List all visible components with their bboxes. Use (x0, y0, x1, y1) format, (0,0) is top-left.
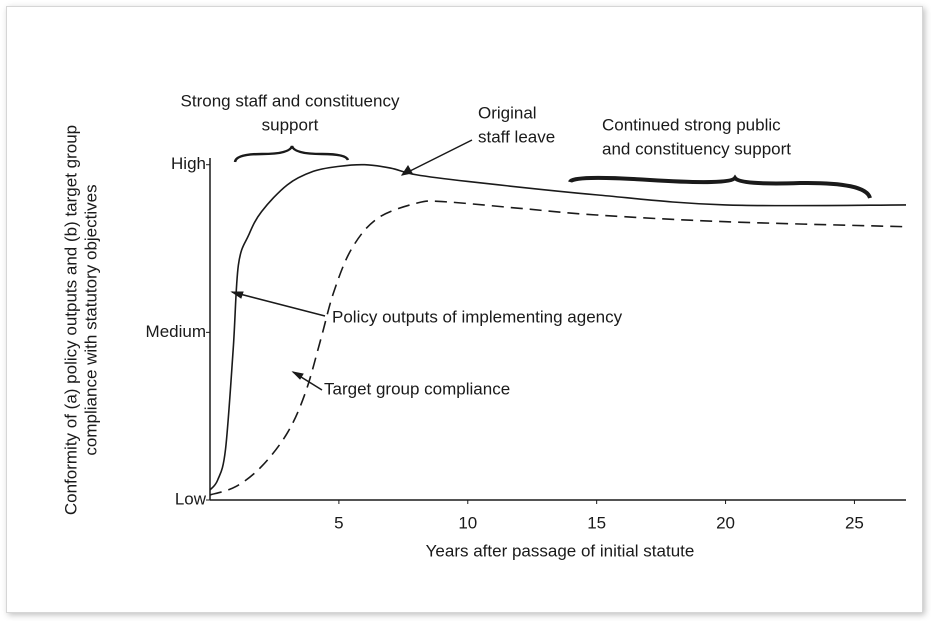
arrow-head (230, 291, 244, 299)
line (209, 163, 907, 491)
annotation: and constituency support (602, 139, 791, 158)
frame (6, 6, 923, 613)
series-label: Target group compliance (324, 379, 510, 398)
x-tick-label: 15 (587, 513, 606, 532)
y-axis-label-line: compliance with statutory objectives (81, 184, 100, 455)
x-axis-label: Years after passage of initial statute (426, 541, 695, 560)
x-tick-label: 10 (458, 513, 477, 532)
x-tick-label: 5 (334, 513, 343, 532)
y-axis-label-line: Conformity of (a) policy outputs and (b)… (61, 125, 80, 515)
y-axis-label: Conformity of (a) policy outputs and (b)… (61, 125, 100, 515)
decorations (230, 139, 872, 391)
arrow (401, 139, 473, 176)
annotation: Original (478, 103, 537, 122)
y-tick-label: Medium (146, 322, 206, 341)
brace (568, 174, 872, 199)
y-tick-label: Low (175, 489, 207, 508)
brace (233, 145, 350, 163)
x-tick-label: 20 (716, 513, 735, 532)
annotation: staff leave (478, 127, 555, 146)
arrow-head (291, 371, 304, 380)
annotation: Continued strong public (602, 115, 781, 134)
annotation: support (262, 115, 319, 134)
y-tick-label: High (171, 154, 206, 173)
x-tick-label: 25 (845, 513, 864, 532)
annotation: Strong staff and constituency (181, 91, 400, 110)
arrow (231, 291, 326, 317)
series-label: Policy outputs of implementing agency (332, 307, 623, 326)
line (209, 200, 907, 496)
